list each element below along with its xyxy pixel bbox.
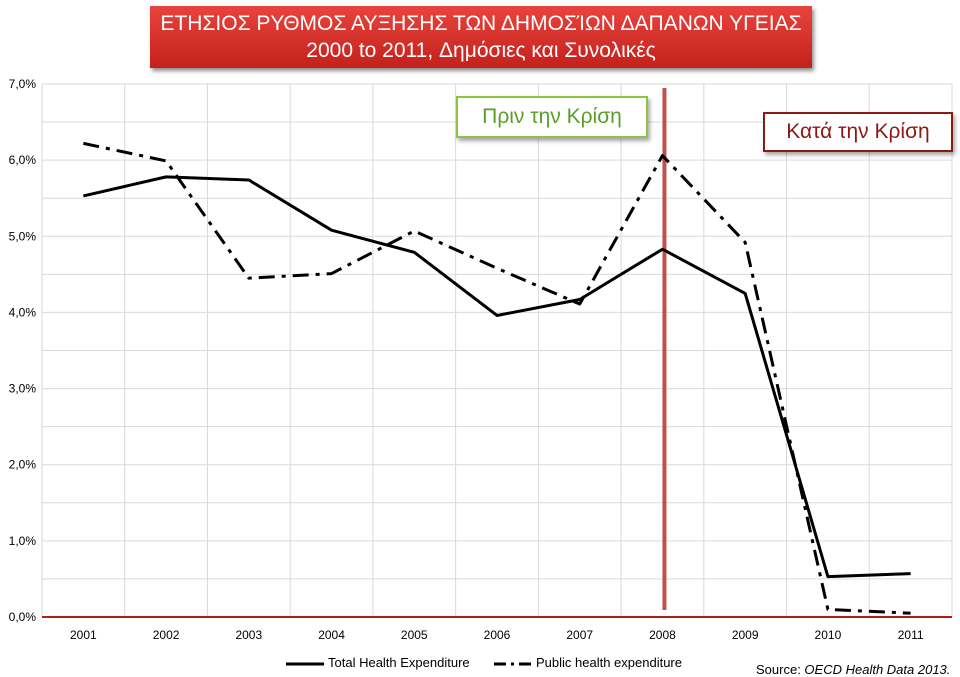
y-axis-ticks: 0,0% 1,0% 2,0% 3,0% 4,0% 5,0% 6,0% 7,0%	[9, 77, 37, 624]
y-tick-label: 5,0%	[9, 229, 37, 243]
before-crisis-label: Πριν την Κρίση	[456, 96, 648, 138]
x-axis-ticks: 2001 2002 2003 2004 2005 2006 2007 2008 2009 2010…	[70, 628, 924, 642]
legend-total-swatch	[286, 658, 326, 670]
x-tick-label: 2008	[649, 628, 676, 642]
y-tick-label: 4,0%	[9, 305, 37, 319]
source-note: Source: OECD Health Data 2013.	[756, 662, 950, 677]
y-tick-label: 6,0%	[9, 153, 37, 167]
legend-total-label: Total Health Expenditure	[328, 655, 470, 670]
x-tick-label: 2001	[70, 628, 97, 642]
chart-title-line2: 2000 to 2011, Δημόσιες και Συνολικές	[150, 37, 812, 65]
x-tick-label: 2010	[815, 628, 842, 642]
x-tick-label: 2004	[318, 628, 345, 642]
legend-public-label: Public health expenditure	[536, 655, 682, 670]
x-tick-label: 2011	[898, 628, 924, 642]
source-name: OECD Health Data 2013.	[804, 662, 950, 677]
y-tick-label: 2,0%	[9, 458, 37, 472]
chart-title-line1: ΕΤΗΣΙΟΣ ΡΥΘΜΟΣ ΑΥΞΗΣΗΣ ΤΩΝ ΔΗΜΟΣΊΩΝ ΔΑΠΑ…	[150, 11, 812, 37]
y-tick-label: 7,0%	[9, 77, 37, 91]
x-tick-label: 2002	[153, 628, 180, 642]
chart-title: ΕΤΗΣΙΟΣ ΡΥΘΜΟΣ ΑΥΞΗΣΗΣ ΤΩΝ ΔΗΜΟΣΊΩΝ ΔΑΠΑ…	[150, 6, 812, 68]
source-prefix: Source:	[756, 662, 804, 677]
x-tick-label: 2006	[484, 628, 511, 642]
y-tick-label: 1,0%	[9, 534, 37, 548]
x-tick-label: 2003	[235, 628, 262, 642]
during-crisis-label: Κατά την Κρίση	[763, 112, 953, 152]
x-tick-label: 2007	[566, 628, 593, 642]
legend-public-swatch	[494, 658, 534, 670]
y-tick-label: 0,0%	[9, 610, 37, 624]
y-tick-label: 3,0%	[9, 382, 37, 396]
x-tick-label: 2005	[401, 628, 428, 642]
x-tick-label: 2009	[732, 628, 759, 642]
